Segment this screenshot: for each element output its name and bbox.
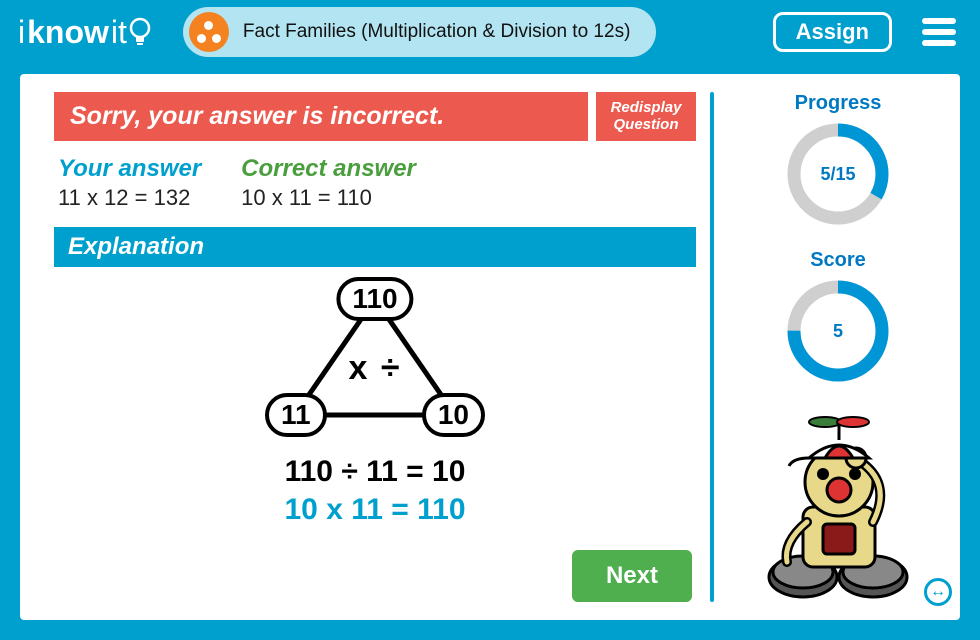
progress-label: Progress (795, 92, 882, 115)
correct-answer-block: Correct answer 10 x 11 = 110 (241, 155, 416, 211)
progress-ring: 5/15 (783, 119, 893, 229)
logo-part-b: know (27, 14, 109, 51)
content-panel: Sorry, your answer is incorrect. Redispl… (54, 92, 696, 602)
your-answer-block: Your answer 11 x 12 = 132 (58, 155, 201, 211)
feedback-banner: Sorry, your answer is incorrect. (54, 92, 588, 141)
app-header: iknowit Fact Families (Multiplication & … (0, 0, 980, 64)
your-answer-label: Your answer (58, 155, 201, 183)
triangle-node-right: 10 (422, 393, 485, 437)
progress-value: 5/15 (783, 119, 893, 229)
triangle-node-left: 11 (265, 393, 327, 437)
mascot-robot-icon (753, 412, 923, 602)
your-answer-value: 11 x 12 = 132 (58, 185, 201, 211)
triangle-ops: x ÷ (348, 349, 401, 388)
vertical-divider (710, 92, 714, 602)
explanation-bar: Explanation (54, 227, 696, 267)
assign-button[interactable]: Assign (773, 12, 892, 52)
logo[interactable]: iknowit (18, 14, 153, 51)
level-badge-icon (189, 12, 229, 52)
score-ring: 5 (783, 276, 893, 386)
score-value: 5 (783, 276, 893, 386)
fact-triangle: 110 11 10 x ÷ (265, 277, 485, 437)
equation-1: 110 ÷ 11 = 10 (284, 455, 465, 489)
sidebar-panel: Progress 5/15 Score 5 (728, 92, 948, 602)
lightbulb-icon (127, 17, 153, 43)
correct-answer-label: Correct answer (241, 155, 416, 183)
fullscreen-icon[interactable]: ↔ (924, 578, 952, 606)
lesson-title: Fact Families (Multiplication & Division… (243, 21, 631, 43)
triangle-node-top: 110 (336, 277, 413, 321)
logo-part-a: i (18, 14, 25, 51)
menu-icon[interactable] (922, 18, 956, 46)
logo-part-c: it (111, 14, 127, 51)
main-stage: Sorry, your answer is incorrect. Redispl… (20, 74, 960, 620)
correct-answer-value: 10 x 11 = 110 (241, 185, 416, 211)
lesson-title-pill: Fact Families (Multiplication & Division… (183, 7, 657, 57)
equation-2: 10 x 11 = 110 (284, 493, 465, 527)
score-label: Score (810, 249, 866, 272)
next-button[interactable]: Next (572, 550, 692, 602)
redisplay-question-button[interactable]: Redisplay Question (596, 92, 696, 141)
